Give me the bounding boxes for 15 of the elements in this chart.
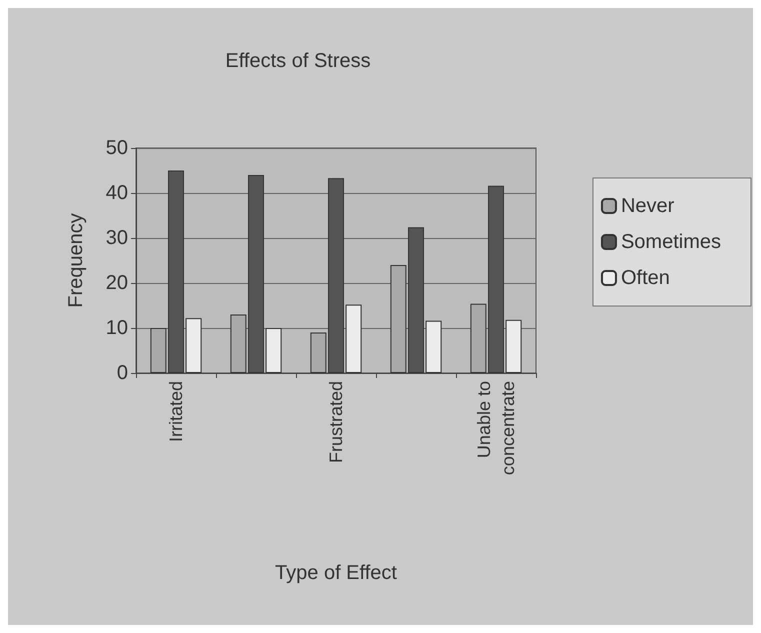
x-tick-label: Irritated: [166, 381, 186, 442]
y-tick-label: 30: [106, 227, 128, 249]
y-axis-title: Frequency: [65, 213, 87, 308]
legend-label: Sometimes: [620, 231, 721, 253]
x-tick-label: Frustrated: [326, 381, 346, 464]
x-axis-title: Type of Effect: [275, 562, 398, 584]
y-tick-label: 10: [106, 317, 128, 339]
y-tick-label: 20: [106, 272, 128, 294]
y-tick-label: 50: [106, 137, 128, 159]
chart-title: Effects of Stress: [225, 50, 371, 72]
legend-label: Often: [620, 267, 670, 289]
y-tick-label: 0: [116, 362, 128, 384]
x-tick-label: Unable to concentrate: [474, 381, 518, 476]
y-tick-label: 40: [106, 182, 128, 204]
legend-label: Never: [620, 195, 675, 217]
